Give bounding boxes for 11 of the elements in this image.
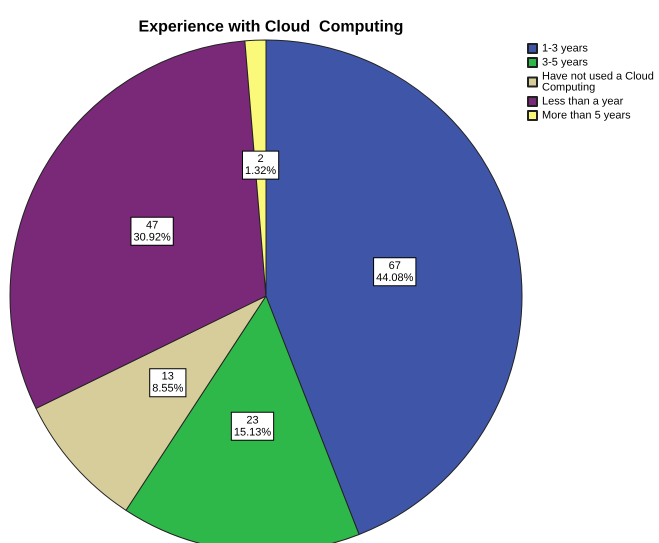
chart-title: Experience with Cloud Computing bbox=[138, 18, 404, 36]
data-label: 13 8.55% bbox=[152, 370, 184, 395]
data-label: 47 30.92% bbox=[133, 219, 171, 244]
data-label: 67 44.08% bbox=[376, 260, 414, 284]
legend-label: More than 5 years bbox=[542, 110, 632, 122]
data-label: 2 1.32% bbox=[244, 153, 276, 178]
legend-label: Less than a year bbox=[542, 96, 624, 108]
data-label: 23 15.13% bbox=[234, 414, 272, 438]
legend-label: Have not used a Cloud Computing bbox=[542, 70, 657, 94]
legend-label: 3-5 years bbox=[542, 56, 588, 68]
legend-label: 1-3 years bbox=[542, 42, 588, 54]
